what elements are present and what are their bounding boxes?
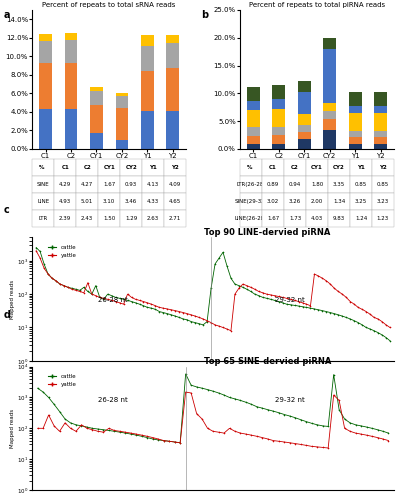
Bar bbox=[322, 49, 335, 104]
Bar bbox=[322, 119, 335, 130]
Bar bbox=[373, 138, 386, 144]
Bar bbox=[348, 112, 360, 131]
Bar bbox=[39, 109, 52, 149]
Bar bbox=[322, 104, 335, 111]
Bar bbox=[348, 138, 360, 144]
Title: Percent of repeats to total sRNA reads: Percent of repeats to total sRNA reads bbox=[43, 2, 175, 8]
Title: Top 65 SINE-dervied piRNA: Top 65 SINE-dervied piRNA bbox=[203, 357, 330, 366]
Bar bbox=[65, 63, 77, 110]
Bar bbox=[297, 139, 310, 149]
Title: Top 90 LINE-dervied piRNA: Top 90 LINE-dervied piRNA bbox=[204, 228, 330, 236]
Bar bbox=[322, 111, 335, 119]
Bar bbox=[297, 132, 310, 139]
Bar bbox=[246, 127, 259, 136]
Bar bbox=[297, 114, 310, 126]
Text: a: a bbox=[4, 10, 10, 20]
Bar bbox=[65, 110, 77, 149]
Bar bbox=[373, 106, 386, 113]
Legend: SINE, LINE, LTR, DNA: SINE, LINE, LTR, DNA bbox=[59, 185, 158, 194]
Bar bbox=[115, 94, 128, 96]
Bar bbox=[166, 68, 179, 111]
Bar bbox=[272, 86, 284, 99]
Bar bbox=[322, 38, 335, 49]
Bar bbox=[373, 144, 386, 149]
Title: Percent of repeats to total piRNA reads: Percent of repeats to total piRNA reads bbox=[248, 2, 384, 8]
Text: 29-32 nt: 29-32 nt bbox=[274, 298, 304, 304]
Y-axis label: Mapped reads: Mapped reads bbox=[10, 409, 15, 448]
Bar bbox=[297, 126, 310, 132]
Bar bbox=[272, 109, 284, 127]
Bar bbox=[90, 134, 103, 149]
Text: 29-32 nt: 29-32 nt bbox=[274, 398, 304, 404]
Legend: cattle, yattle: cattle, yattle bbox=[46, 372, 79, 389]
Bar bbox=[348, 92, 360, 106]
Bar bbox=[115, 108, 128, 140]
Bar bbox=[373, 131, 386, 138]
Bar bbox=[90, 91, 103, 104]
Bar bbox=[322, 130, 335, 149]
Bar bbox=[141, 70, 153, 110]
Bar bbox=[348, 131, 360, 138]
Bar bbox=[246, 88, 259, 101]
Bar bbox=[115, 140, 128, 149]
Bar bbox=[141, 35, 153, 46]
Text: b: b bbox=[200, 10, 208, 20]
Bar bbox=[272, 135, 284, 143]
Bar bbox=[348, 144, 360, 149]
Bar bbox=[348, 106, 360, 112]
Bar bbox=[373, 113, 386, 131]
Legend: LTR(26-28), LTR(29-32), SINE(26-28), SINE(29-32), LINE(26-28), LINE(29-32): LTR(26-28), LTR(29-32), SINE(26-28), SIN… bbox=[257, 202, 375, 218]
Bar bbox=[39, 42, 52, 64]
Bar bbox=[65, 33, 77, 40]
Bar bbox=[297, 81, 310, 92]
Bar bbox=[90, 104, 103, 134]
Bar bbox=[246, 136, 259, 144]
Bar bbox=[141, 46, 153, 70]
Bar bbox=[115, 96, 128, 108]
Y-axis label: Mapped reads: Mapped reads bbox=[10, 280, 15, 318]
Bar bbox=[39, 34, 52, 42]
Bar bbox=[272, 144, 284, 149]
Bar bbox=[90, 87, 103, 91]
Bar bbox=[246, 101, 259, 110]
Text: d: d bbox=[4, 310, 11, 320]
Bar bbox=[297, 92, 310, 114]
Bar bbox=[246, 110, 259, 127]
Bar bbox=[373, 92, 386, 106]
Text: 26-28 nt: 26-28 nt bbox=[97, 398, 127, 404]
Bar bbox=[272, 99, 284, 109]
Text: c: c bbox=[4, 205, 10, 215]
Legend: cattle, yattle: cattle, yattle bbox=[46, 242, 79, 260]
Bar bbox=[65, 40, 77, 63]
Bar bbox=[166, 43, 179, 68]
Bar bbox=[166, 36, 179, 43]
Bar bbox=[272, 127, 284, 135]
Bar bbox=[39, 64, 52, 109]
Bar bbox=[246, 144, 259, 149]
Bar bbox=[166, 111, 179, 149]
Bar bbox=[141, 110, 153, 149]
Text: 26-28 nt: 26-28 nt bbox=[97, 298, 127, 304]
